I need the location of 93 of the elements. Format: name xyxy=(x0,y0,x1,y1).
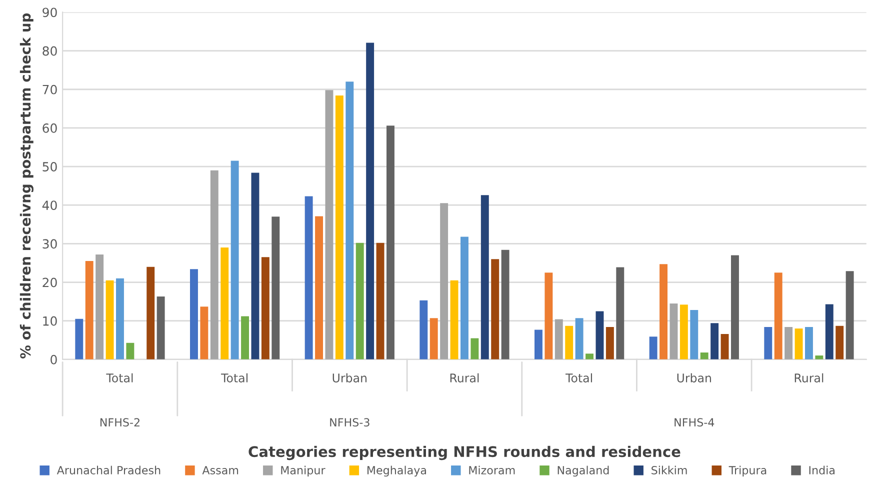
bar xyxy=(491,259,500,360)
bar xyxy=(534,330,542,360)
bar xyxy=(440,203,448,360)
y-tick-label: 80 xyxy=(42,46,57,56)
bar xyxy=(106,280,114,360)
text: NFHS-2 xyxy=(100,418,140,427)
bar xyxy=(836,326,844,360)
y-tick-label: 50 xyxy=(42,162,57,172)
bar xyxy=(366,42,374,360)
legend-label: Nagaland xyxy=(558,466,609,477)
bar xyxy=(660,264,668,360)
bar xyxy=(126,342,134,360)
bar xyxy=(501,250,510,360)
bar xyxy=(730,255,739,360)
bar xyxy=(554,319,563,360)
bar xyxy=(764,327,772,360)
bar xyxy=(304,196,313,360)
x-tick-label: Total xyxy=(220,373,248,382)
bar xyxy=(565,326,574,360)
bar xyxy=(450,280,458,360)
bar xyxy=(680,304,688,360)
bar xyxy=(480,195,489,360)
bar xyxy=(804,327,813,360)
legend-label: Mizoram xyxy=(469,466,515,474)
bar xyxy=(325,90,334,360)
bar xyxy=(575,318,584,360)
bar xyxy=(846,271,854,360)
bar xyxy=(460,236,468,360)
x-tick-label: Rural xyxy=(450,373,479,382)
bar xyxy=(272,216,280,360)
bar xyxy=(430,318,438,360)
bar xyxy=(116,278,124,360)
bar xyxy=(649,336,658,360)
bar xyxy=(376,242,384,360)
legend-label: Meghalaya xyxy=(367,466,426,477)
bar xyxy=(335,96,344,360)
bar xyxy=(784,327,793,360)
legend-label: India xyxy=(809,466,834,474)
bar xyxy=(420,300,428,360)
bar xyxy=(251,172,260,360)
bar xyxy=(470,338,479,360)
bar xyxy=(586,354,594,360)
legend-label: Tripura xyxy=(728,466,766,477)
bar xyxy=(261,257,270,360)
bar xyxy=(700,352,708,360)
y-tick-label: 40 xyxy=(42,200,57,210)
bar xyxy=(156,296,165,360)
legend-label: Manipur xyxy=(281,466,326,477)
bar xyxy=(774,272,782,360)
bar xyxy=(386,126,394,360)
bar xyxy=(96,254,104,360)
bar xyxy=(606,327,614,360)
bar xyxy=(544,272,553,360)
legend-label: Sikkim xyxy=(652,466,687,474)
bar xyxy=(825,304,834,360)
legend-label: Arunachal Pradesh xyxy=(56,466,160,474)
bar xyxy=(794,328,803,360)
bar xyxy=(710,323,719,360)
bar xyxy=(190,269,198,360)
bar xyxy=(356,242,364,360)
bar xyxy=(690,310,698,360)
bar xyxy=(241,316,250,360)
bar xyxy=(85,261,94,360)
x-tick-label: Total xyxy=(565,373,592,382)
bar xyxy=(146,266,155,360)
bar xyxy=(200,306,208,360)
bar xyxy=(815,356,824,360)
y-tick-label: 30 xyxy=(42,239,57,249)
y-tick-label: 60 xyxy=(42,123,57,133)
bar xyxy=(220,248,229,360)
bar xyxy=(616,267,624,360)
bar xyxy=(230,160,239,360)
bar xyxy=(670,303,678,360)
y-tick-label: 70 xyxy=(42,84,57,94)
text: NFHS-4 xyxy=(674,418,714,427)
y-tick-label: 0 xyxy=(50,354,57,364)
x-tick-label: Urban xyxy=(332,373,366,382)
x-axis-title: Categories representing NFHS rounds and residence xyxy=(248,446,680,460)
x-tick-label: Rural xyxy=(794,373,824,382)
bar xyxy=(596,311,604,360)
y-tick-label: 20 xyxy=(42,278,57,288)
text: NFHS-3 xyxy=(330,418,370,427)
legend-label: Assam xyxy=(202,466,238,474)
bar xyxy=(720,334,729,360)
y-axis-title: % of children receivng postpartum check up xyxy=(20,13,34,358)
bar xyxy=(346,82,354,360)
y-tick-label: 90 xyxy=(42,8,57,18)
x-tick-label: Urban xyxy=(677,373,711,382)
bar xyxy=(210,170,218,360)
bar xyxy=(315,216,324,360)
x-tick-label: Total xyxy=(106,373,133,382)
y-tick-label: 10 xyxy=(43,316,57,326)
bar xyxy=(75,318,84,360)
